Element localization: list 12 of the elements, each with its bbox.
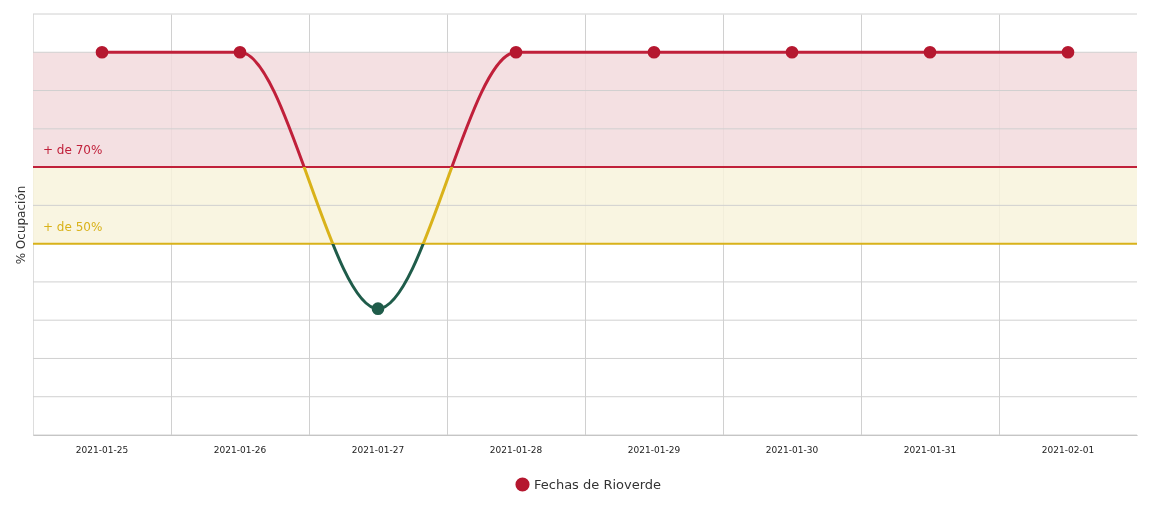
x-tick-label: 2021-01-25 [75, 444, 129, 455]
x-tick-label: 2021-01-30 [765, 444, 819, 455]
x-tick-label: 2021-01-26 [213, 444, 267, 455]
y-axis-title: % Ocupación [13, 185, 28, 265]
ref-line-label: + de 70% [43, 143, 103, 158]
x-tick-label: 2021-01-28 [489, 444, 543, 455]
ref-line-label: + de 50% [43, 219, 103, 234]
x-tick-label: 2021-01-31 [903, 444, 957, 455]
x-tick-label: 2021-01-29 [627, 444, 681, 455]
x-tick-label: 2021-01-27 [351, 444, 405, 455]
x-tick-label: 2021-02-01 [1041, 444, 1095, 455]
legend-label: Fechas de Rioverde [534, 476, 662, 492]
